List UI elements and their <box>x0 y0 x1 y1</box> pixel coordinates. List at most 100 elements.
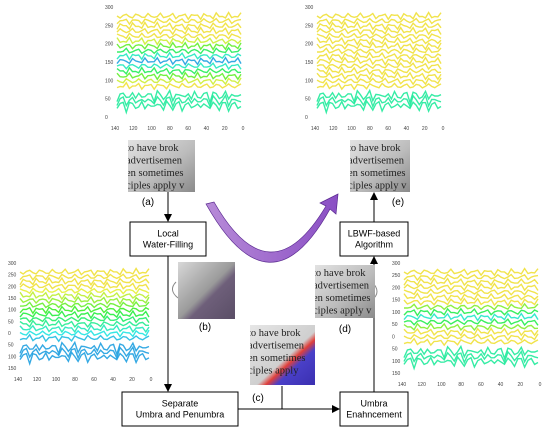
x-tick-label: 20 <box>129 377 135 383</box>
mesh-line <box>19 323 150 334</box>
mesh-line <box>316 99 442 115</box>
x-tick-label: 0 <box>442 126 445 132</box>
mesh-line <box>403 312 539 322</box>
thumbnail-image <box>178 262 235 319</box>
mesh-line <box>316 56 442 66</box>
x-tick-label: 60 <box>185 126 191 132</box>
z-tick-label: 0 <box>8 331 11 337</box>
z-tick-label: 250 <box>105 23 114 29</box>
mesh-line <box>116 32 242 40</box>
thumbnail-line: ciples apply <box>248 366 299 377</box>
mesh-line <box>404 302 539 311</box>
z-tick-label: 150 <box>392 371 401 377</box>
mesh-line <box>19 305 150 315</box>
thumbnail-label: (d) <box>339 324 351 335</box>
mesh-line <box>403 350 539 365</box>
x-tick-label: 0 <box>150 377 153 383</box>
mesh-line <box>316 93 442 109</box>
z-tick-label: 100 <box>8 308 17 314</box>
mesh-line <box>19 319 149 329</box>
z-tick-label: 150 <box>392 298 401 304</box>
mesh-line <box>316 66 442 76</box>
mesh-line <box>403 327 539 337</box>
mesh-line <box>316 71 442 81</box>
x-tick-label: 120 <box>33 377 42 383</box>
mesh-line <box>403 322 539 332</box>
x-tick-label: 20 <box>422 126 428 132</box>
mesh-line <box>19 315 150 324</box>
thumbnail-line: ciples apply v <box>348 181 407 192</box>
mesh-line <box>116 17 242 26</box>
thumbnail: (b) <box>178 262 235 333</box>
thumbnail-line: en sometimes <box>313 293 370 304</box>
mesh-line <box>403 344 539 361</box>
thumbnail-line: en sometimes <box>248 353 305 364</box>
arc <box>172 281 179 299</box>
mesh-line <box>19 281 150 291</box>
x-tick-label: 20 <box>518 382 524 388</box>
box-label: Water-Filling <box>143 240 193 250</box>
z-tick-label: 100 <box>105 78 114 84</box>
x-tick-label: 60 <box>478 382 484 388</box>
mesh-line <box>116 21 242 31</box>
z-tick-label: 250 <box>392 273 401 279</box>
mesh-line <box>19 273 150 281</box>
x-tick-label: 140 <box>398 382 407 388</box>
mesh-line <box>316 81 442 91</box>
thumbnail-line: to have brok <box>248 328 301 339</box>
mesh-line <box>403 282 539 292</box>
mesh-line <box>116 56 242 66</box>
mesh-line <box>19 267 150 277</box>
mesh-line <box>116 41 242 51</box>
z-tick-label: 150 <box>305 60 314 66</box>
box <box>121 391 239 427</box>
z-tick-label: 250 <box>305 23 314 29</box>
z-tick-label: 100 <box>392 359 401 365</box>
x-tick-label: 140 <box>111 126 120 132</box>
mesh-line <box>116 36 242 46</box>
x-tick-label: 40 <box>404 126 410 132</box>
box-label: LBWF-based <box>348 229 401 239</box>
z-tick-label: 200 <box>105 42 114 48</box>
thumbnail-line: ciples apply v <box>126 181 185 192</box>
x-tick-label: 120 <box>329 126 338 132</box>
box-label: Algorithm <box>355 240 393 250</box>
z-tick-label: 0 <box>105 115 108 121</box>
x-tick-label: 40 <box>204 126 210 132</box>
thumbnail-line: to have brok <box>126 143 179 154</box>
z-tick-label: 100 <box>305 78 314 84</box>
x-tick-label: 0 <box>539 382 542 388</box>
x-tick-label: 100 <box>347 126 356 132</box>
mesh-line <box>19 295 150 306</box>
z-tick-label: 300 <box>8 261 17 267</box>
z-tick-label: 50 <box>305 97 311 103</box>
mesh-line <box>116 51 242 61</box>
mesh-line <box>19 345 150 360</box>
z-tick-label: 250 <box>8 273 17 279</box>
thumbnail-line: ciples apply v <box>313 306 372 317</box>
mesh-line <box>403 337 539 347</box>
x-tick-label: 100 <box>147 126 156 132</box>
z-tick-label: 200 <box>305 42 314 48</box>
mesh-line <box>403 267 539 277</box>
thumbnail-image <box>128 140 195 192</box>
z-tick-label: 100 <box>392 310 401 316</box>
box <box>339 221 409 257</box>
thumbnail-line: advertisemen <box>313 281 370 292</box>
mesh-line <box>316 88 442 105</box>
mesh-line <box>316 41 442 51</box>
z-tick-label: 150 <box>8 366 17 372</box>
x-tick-label: 120 <box>418 382 427 388</box>
mesh-line <box>19 309 150 320</box>
